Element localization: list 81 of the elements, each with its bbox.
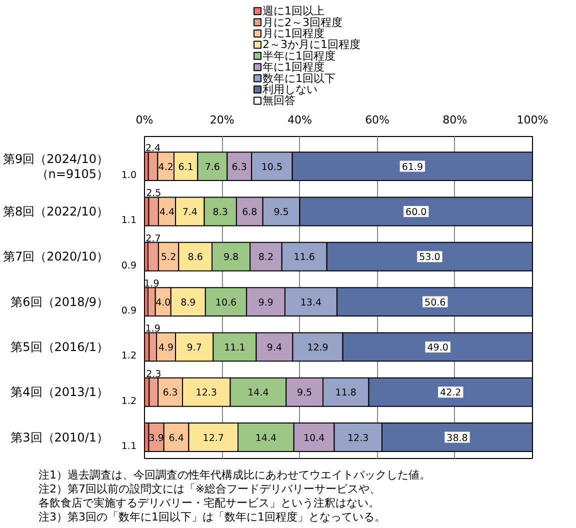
data-label: 6.4	[168, 432, 184, 444]
data-label: 12.9	[307, 342, 328, 354]
data-label: 42.2	[440, 388, 462, 399]
x-tick-label: 20%	[210, 114, 234, 126]
data-label: 5.2	[161, 252, 176, 264]
data-label: 8.6	[188, 252, 203, 264]
data-label: 10.6	[215, 297, 237, 308]
data-label: 4.2	[158, 162, 174, 173]
data-label: 9.8	[223, 252, 239, 264]
text: 注3）第3回の「数年に1回以下」は「数年に1回程度」となっている。	[38, 510, 386, 524]
legend-label: 2～3か月に1回程度	[262, 38, 360, 52]
data-label: 9.5	[296, 388, 312, 399]
data-label: 6.1	[178, 162, 194, 173]
data-label: 1.2	[121, 396, 136, 407]
data-label: 0.9	[121, 260, 136, 272]
data-label: 14.4	[248, 388, 269, 399]
data-label: 2.7	[146, 233, 161, 244]
data-label: 1.2	[121, 350, 136, 362]
data-label: 53.0	[419, 252, 440, 264]
data-label: 6.3	[232, 162, 247, 173]
text: 注1）過去調査は、今回調査の性年代構成比にあわせてウエイトバックした値。	[38, 468, 430, 482]
data-label: 4.4	[159, 206, 175, 218]
data-label: 2.5	[146, 188, 162, 200]
data-label: 9.9	[258, 297, 274, 308]
data-label: 8.2	[258, 252, 274, 264]
y-tick-label: 第3回（2010/1）	[10, 430, 109, 444]
x-tick-label: 100%	[516, 114, 548, 126]
data-label: 10.5	[261, 162, 283, 173]
legend-label: 月に2～3回程度	[262, 16, 342, 29]
data-label: 60.0	[406, 206, 427, 218]
y-tick-label: 第7回（2020/10）	[3, 250, 109, 264]
data-label: 38.8	[446, 432, 468, 444]
data-label: 10.4	[303, 432, 325, 444]
data-label: 0.9	[121, 306, 136, 317]
legend-label: 年に1回程度	[262, 60, 324, 74]
text: 注2）第7回以前の設問文には「※総合フードデリバリーサービスや、各飲食店で実施するデリバリー・宅配サービス」という注釈はない。	[38, 482, 381, 510]
data-label: 1.1	[121, 215, 136, 226]
data-label: 14.4	[255, 432, 277, 444]
legend-label: 無回答	[262, 94, 296, 108]
data-label: 6.3	[162, 388, 178, 399]
data-label: 50.6	[424, 297, 446, 308]
data-label: 13.4	[300, 297, 322, 308]
data-label: 11.6	[294, 252, 315, 264]
data-label: 61.9	[402, 162, 423, 173]
x-tick-label: 0%	[136, 114, 154, 126]
data-label: 12.3	[348, 432, 369, 444]
data-label: 7.4	[182, 206, 198, 218]
data-label: 11.8	[335, 388, 356, 399]
data-label: 8.9	[180, 297, 196, 308]
data-label: 9.4	[266, 342, 282, 354]
legend-label: 利用しない	[262, 83, 318, 96]
legend-label: 月に1回程度	[262, 27, 324, 40]
data-label: 12.3	[196, 388, 217, 399]
data-label: 9.5	[274, 206, 289, 218]
data-label: 1.0	[121, 170, 136, 182]
data-label: 6.8	[242, 206, 258, 218]
data-label: 4.0	[156, 297, 171, 308]
y-tick-label: 第6回（2018/9）	[10, 294, 109, 309]
y-tick-label: 第8回（2022/10）	[3, 204, 109, 218]
x-tick-label: 80%	[442, 114, 468, 126]
x-tick-label: 40%	[287, 114, 312, 126]
data-label: 2.4	[145, 143, 161, 154]
data-label: 7.6	[204, 162, 220, 173]
x-tick-label: 60%	[365, 114, 390, 126]
legend-label: 数年に1回以下	[262, 72, 336, 85]
legend-label: 週に1回以上	[262, 4, 324, 18]
data-label: 12.7	[202, 432, 224, 444]
data-label: 49.0	[427, 342, 448, 354]
data-label: 1.1	[121, 441, 136, 452]
data-label: 3.9	[148, 432, 164, 444]
data-label: 1.9	[144, 278, 160, 290]
data-label: 9.7	[186, 342, 202, 354]
y-tick-label: 第9回（2024/10）（n=9105）	[3, 152, 109, 181]
data-label: 4.9	[158, 342, 174, 354]
legend-label: 半年に1回程度	[262, 49, 336, 62]
y-tick-label: 第4回（2013/1）	[10, 385, 109, 400]
y-tick-label: 第5回（2016/1）	[10, 340, 109, 354]
data-label: 11.1	[224, 342, 246, 354]
data-label: 2.3	[146, 368, 162, 380]
data-label: 8.3	[212, 206, 228, 218]
data-label: 1.9	[145, 324, 160, 335]
